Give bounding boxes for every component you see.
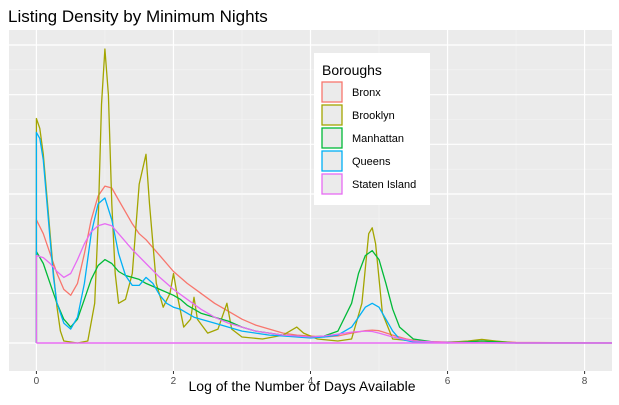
x-axis-title: Log of the Number of Days Available bbox=[189, 378, 416, 394]
legend-title: Boroughs bbox=[322, 62, 382, 78]
x-axis-ticks: 0 2 4 6 8 bbox=[34, 371, 588, 387]
chart-title: Listing Density by Minimum Nights bbox=[8, 7, 268, 26]
density-line-bronx bbox=[35, 185, 613, 344]
legend-label-brooklyn: Brooklyn bbox=[352, 110, 395, 122]
legend-key-manhattan bbox=[321, 127, 343, 149]
x-tick-label: 4 bbox=[308, 376, 314, 387]
density-line-staten-island bbox=[35, 223, 612, 344]
x-tick-label: 2 bbox=[171, 376, 177, 387]
legend: Boroughs Bronx Brooklyn Manhattan Queens Sta… bbox=[314, 53, 430, 205]
density-line-queens bbox=[35, 131, 612, 344]
legend-items: Bronx Brooklyn Manhattan Queens Staten Islan… bbox=[321, 81, 416, 195]
legend-label-bronx: Bronx bbox=[352, 87, 381, 99]
legend-key-staten-island bbox=[321, 173, 343, 195]
density-line-manhattan bbox=[35, 249, 612, 344]
legend-key-queens bbox=[321, 150, 343, 172]
x-tick-label: 0 bbox=[34, 376, 40, 387]
legend-label-queens: Queens bbox=[352, 156, 391, 168]
legend-key-bronx bbox=[321, 81, 343, 103]
density-curves bbox=[35, 48, 613, 344]
x-tick-label: 6 bbox=[445, 376, 451, 387]
x-tick-label: 8 bbox=[582, 376, 588, 387]
legend-label-staten-island: Staten Island bbox=[352, 179, 416, 191]
legend-label-manhattan: Manhattan bbox=[352, 133, 404, 145]
legend-key-brooklyn bbox=[321, 104, 343, 126]
